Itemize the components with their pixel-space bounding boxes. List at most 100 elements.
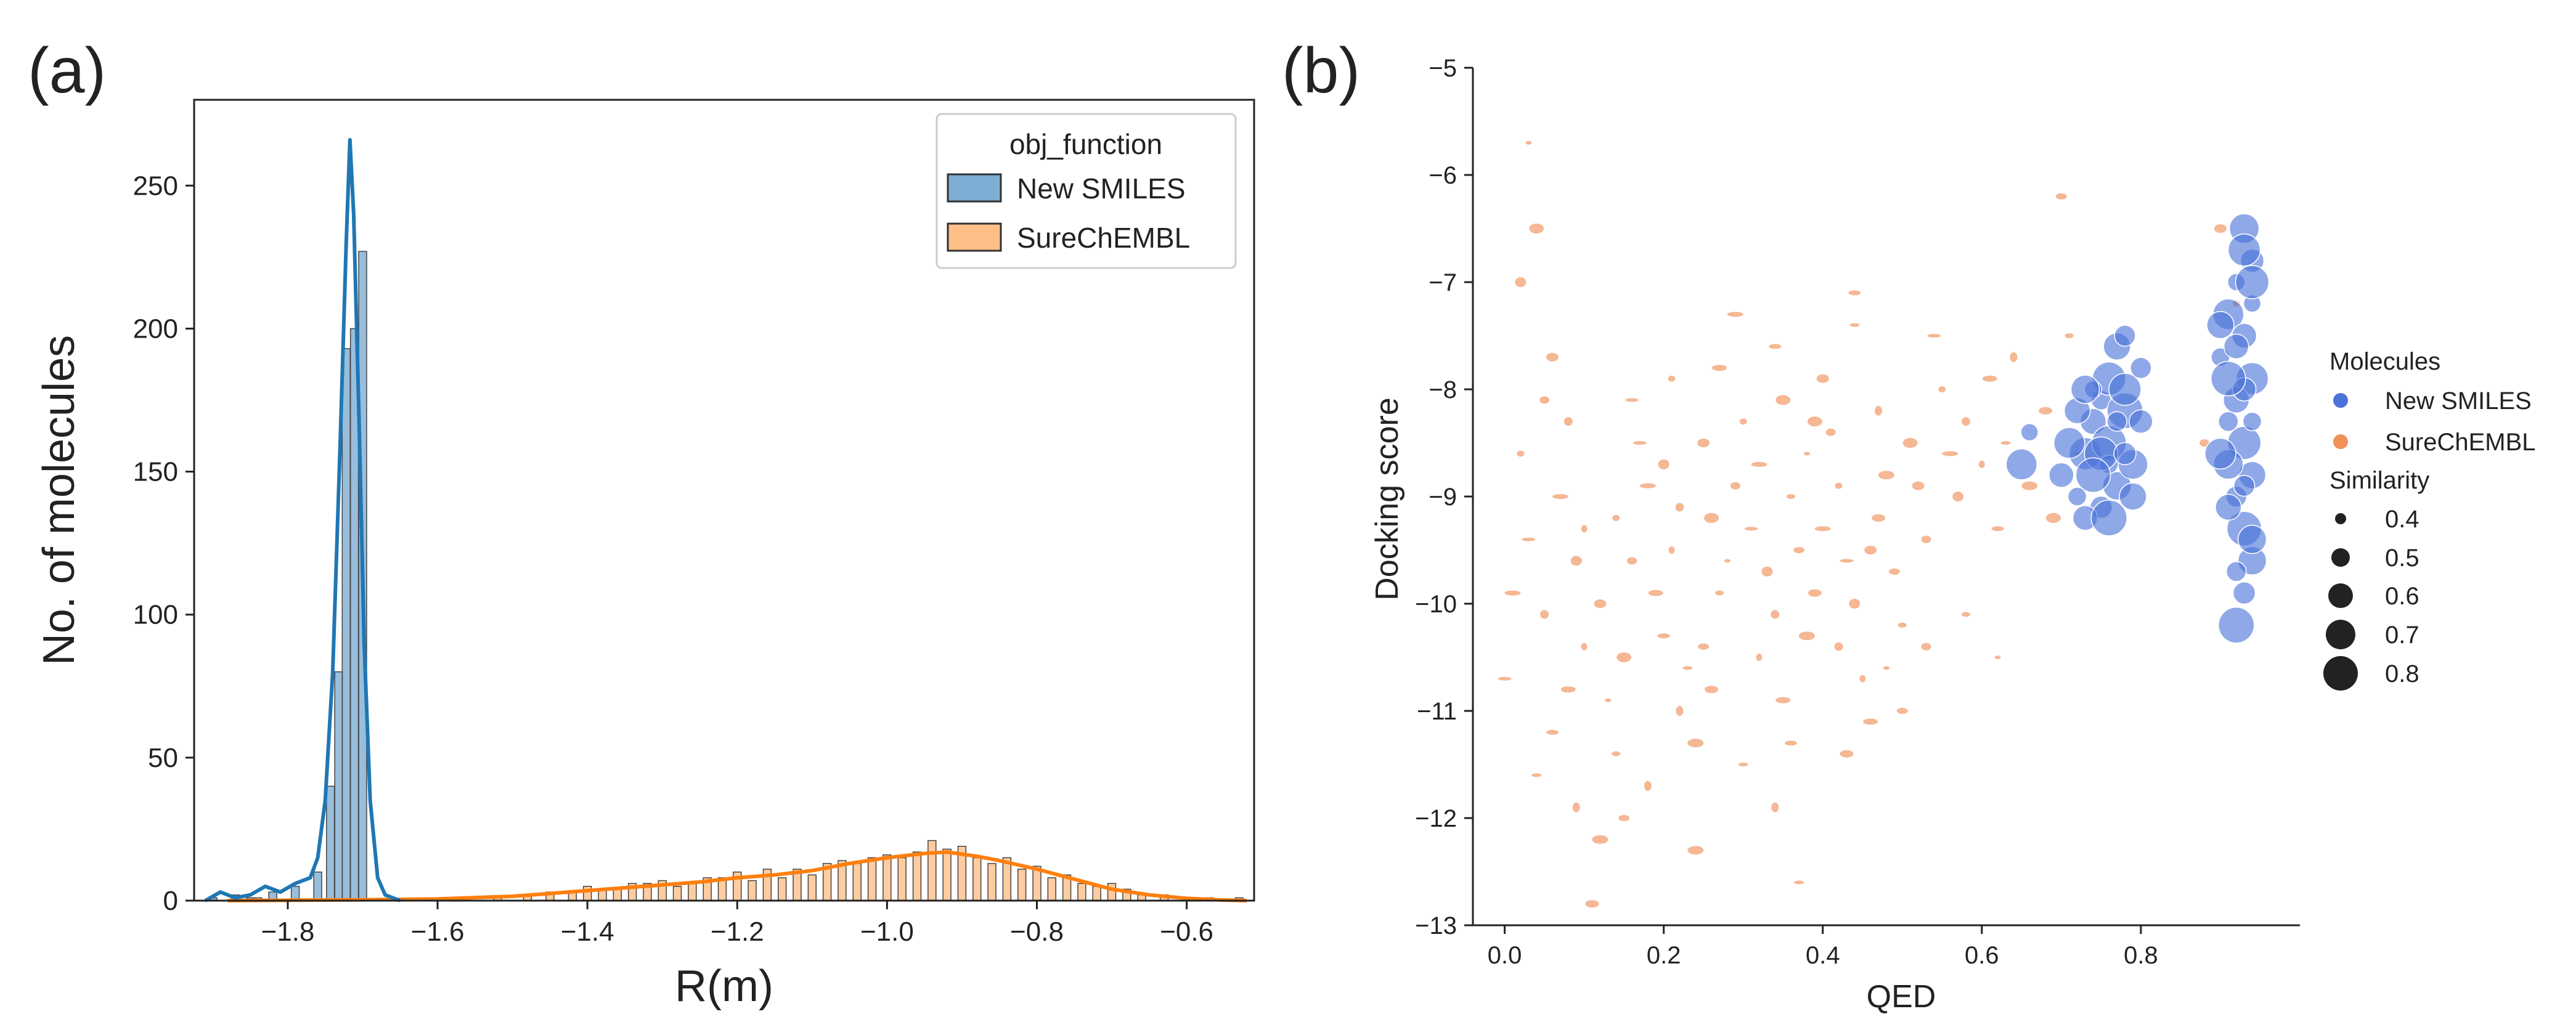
legend-marker-new-smiles [2333, 393, 2348, 408]
scatter-point-new-smiles [2106, 411, 2127, 432]
scatter-point-surechembl [1994, 655, 2001, 659]
scatter-y-tick-label: −6 [1429, 162, 1457, 189]
scatter-point-surechembl [1798, 631, 1815, 641]
scatter-point-surechembl [1751, 461, 1767, 467]
histogram-bar-surechembl [672, 886, 682, 901]
kde-line-new-smiles [204, 138, 401, 902]
scatter-point-new-smiles [2218, 607, 2255, 644]
histogram-y-tick-label: 250 [133, 171, 178, 201]
scatter-point-surechembl [1712, 365, 1727, 371]
scatter-point-surechembl [1698, 643, 1710, 650]
scatter-point-surechembl [1775, 395, 1791, 405]
scatter-point-surechembl [2045, 513, 2061, 523]
legend-size-0.8 [2323, 656, 2358, 691]
legend-swatch-new-smiles [947, 173, 1002, 203]
scatter-point-new-smiles [2227, 233, 2261, 267]
histogram-y-tick-label: 100 [133, 600, 178, 630]
scatter-point-surechembl [1515, 277, 1526, 287]
scatter-point-surechembl [1668, 375, 1676, 382]
scatter-point-surechembl [1942, 451, 1958, 456]
scatter-point-surechembl [1787, 494, 1796, 499]
histogram-bar-new-smiles [326, 785, 335, 901]
scatter-point-surechembl [1875, 405, 1883, 416]
histogram-bar-surechembl [1047, 877, 1056, 901]
legend-size-0.5 [2331, 548, 2350, 567]
scatter-point-new-smiles [2005, 448, 2038, 481]
scatter-point-surechembl [1756, 654, 1763, 661]
scatter-point-new-smiles [2070, 375, 2100, 404]
scatter-point-surechembl [1581, 643, 1588, 651]
scatter-y-tick-label: −8 [1429, 376, 1457, 403]
scatter-legend-size-label: 0.4 [2385, 506, 2419, 533]
scatter-point-new-smiles [2114, 325, 2136, 347]
scatter-point-new-smiles [2235, 265, 2270, 299]
scatter-point-surechembl [1962, 612, 1971, 617]
histogram-bar-surechembl [897, 857, 907, 901]
scatter-point-surechembl [1581, 525, 1588, 533]
scatter-x-label: QED [1867, 979, 1936, 1015]
scatter-point-surechembl [1687, 739, 1704, 748]
scatter-legend-size-label: 0.6 [2385, 583, 2419, 610]
scatter-point-surechembl [1835, 482, 1843, 489]
scatter-y-tick-label: −9 [1429, 484, 1457, 511]
scatter-point-surechembl [1962, 417, 1971, 426]
scatter-point-surechembl [1863, 718, 1878, 725]
scatter-point-surechembl [1888, 568, 1900, 575]
histogram-legend-box [935, 113, 1237, 269]
scatter-point-surechembl [1769, 344, 1782, 349]
histogram-y-tick-label: 200 [133, 314, 178, 344]
scatter-point-surechembl [1982, 375, 1997, 382]
scatter-point-surechembl [1938, 386, 1946, 392]
scatter-point-surechembl [1682, 666, 1693, 670]
panel-b-label: (b) [1282, 35, 1360, 107]
scatter-point-surechembl [1697, 439, 1710, 447]
scatter-point-surechembl [2055, 193, 2067, 200]
scatter-point-new-smiles [2048, 462, 2074, 488]
scatter-point-surechembl [1552, 494, 1568, 499]
histogram-bar-surechembl [942, 848, 952, 901]
scatter-point-surechembl [1730, 482, 1740, 490]
histogram-bar-surechembl [807, 874, 817, 901]
histogram-x-tick-label: −1.4 [561, 917, 614, 947]
scatter-point-surechembl [1840, 559, 1854, 563]
scatter-legend: Molecules New SMILES SureChEMBL Similari… [2323, 348, 2536, 691]
scatter-point-new-smiles [2053, 427, 2085, 459]
scatter-point-surechembl [2039, 407, 2053, 415]
scatter-point-surechembl [1927, 334, 1941, 338]
histogram-y-tick-label: 50 [148, 743, 178, 773]
scatter-point-surechembl [1807, 416, 1822, 427]
scatter-point-surechembl [1952, 492, 1964, 501]
scatter-point-surechembl [1808, 589, 1822, 597]
scatter-point-new-smiles [2108, 373, 2142, 406]
scatter-point-surechembl [1739, 418, 1747, 425]
scatter-point-new-smiles [2223, 333, 2249, 360]
scatter-point-new-smiles [2211, 360, 2246, 397]
scatter-point-new-smiles [2233, 474, 2256, 497]
scatter-point-surechembl [1921, 535, 1931, 543]
histogram-y-tick-label: 0 [163, 886, 178, 916]
scatter-point-surechembl [1744, 527, 1758, 531]
scatter-point-new-smiles [2237, 524, 2267, 554]
scatter-point-surechembl [1840, 750, 1854, 758]
scatter-point-new-smiles [2075, 457, 2111, 493]
histogram-bar-surechembl [582, 886, 592, 901]
scatter-point-new-smiles [2130, 357, 2152, 379]
scatter-point-surechembl [1793, 547, 1805, 553]
scatter-point-surechembl [1849, 323, 1860, 327]
scatter-point-surechembl [1504, 590, 1521, 596]
scatter-point-surechembl [1848, 290, 1861, 296]
histogram-bar-new-smiles [341, 348, 351, 901]
scatter-x-tick-label: 0.8 [2124, 942, 2158, 969]
scatter-point-new-smiles [2204, 437, 2236, 470]
scatter-point-surechembl [2010, 352, 2018, 362]
scatter-point-new-smiles [2119, 482, 2147, 511]
scatter-point-surechembl [1794, 880, 1804, 885]
scatter-point-surechembl [1816, 374, 1829, 383]
scatter-point-surechembl [1902, 438, 1918, 448]
scatter-point-surechembl [2199, 439, 2210, 447]
scatter-point-surechembl [1771, 610, 1780, 619]
scatter-point-new-smiles [2215, 493, 2242, 521]
histogram-bar-new-smiles [334, 671, 343, 901]
scatter-point-surechembl [1775, 697, 1791, 704]
scatter-point-surechembl [1864, 546, 1877, 554]
